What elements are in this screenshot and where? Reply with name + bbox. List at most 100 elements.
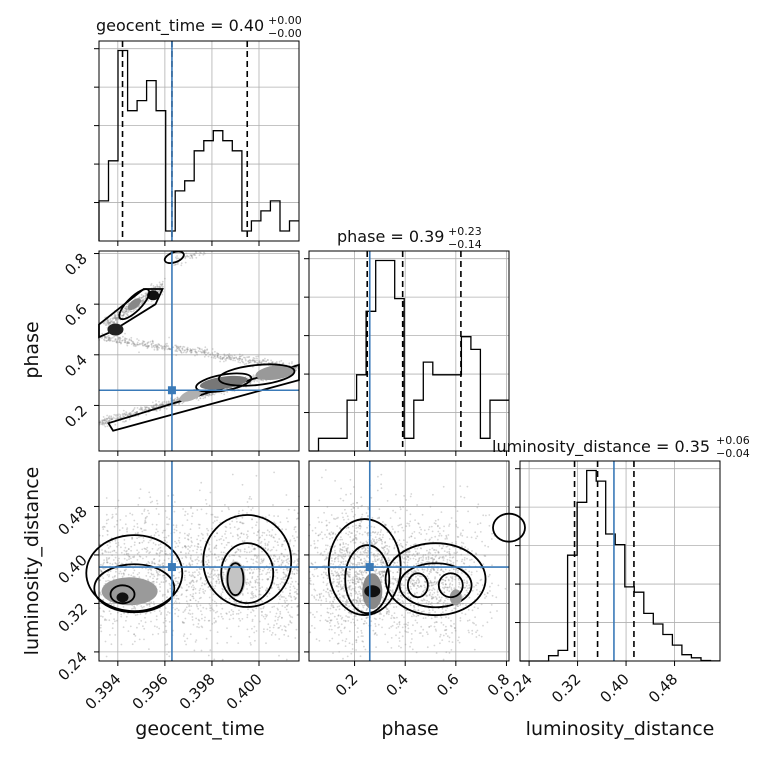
scatter-point xyxy=(398,544,400,546)
scatter-point xyxy=(176,399,179,401)
scatter-point xyxy=(200,649,203,652)
scatter-point xyxy=(168,347,171,350)
scatter-point xyxy=(403,553,405,556)
scatter-point xyxy=(360,632,363,634)
scatter-point xyxy=(116,311,119,314)
scatter-point xyxy=(159,549,162,552)
scatter-point xyxy=(294,637,297,639)
scatter-point xyxy=(379,531,382,533)
scatter-point xyxy=(226,357,228,359)
scatter-point xyxy=(205,561,207,563)
scatter-point xyxy=(186,513,189,515)
scatter-point xyxy=(337,516,339,519)
scatter-point xyxy=(177,582,180,585)
scatter-point xyxy=(133,342,135,345)
scatter-point xyxy=(329,589,331,592)
scatter-point xyxy=(104,422,107,425)
scatter-point xyxy=(133,541,136,544)
scatter-point xyxy=(108,420,111,422)
scatter-point xyxy=(331,537,334,539)
scatter-point xyxy=(217,615,220,618)
scatter-point xyxy=(261,586,264,588)
scatter-point xyxy=(261,600,264,603)
scatter-point xyxy=(233,526,236,528)
scatter-point xyxy=(188,550,191,552)
scatter-point xyxy=(340,561,343,564)
hist-frame-luminosity-distance xyxy=(519,460,721,662)
scatter-point xyxy=(290,622,293,624)
scatter-point xyxy=(221,591,224,593)
scatter-point xyxy=(365,617,368,620)
scatter-point xyxy=(230,545,233,548)
scatter-point xyxy=(158,343,161,346)
scatter-point xyxy=(382,574,385,576)
scatter-point xyxy=(241,516,244,519)
scatter-point xyxy=(175,558,178,561)
scatter-point xyxy=(218,582,221,585)
truth-marker xyxy=(167,386,176,395)
scatter-point xyxy=(222,539,225,542)
scatter-point xyxy=(186,255,189,258)
scatter-point xyxy=(273,515,275,517)
scatter-point xyxy=(379,538,382,541)
scatter-point xyxy=(130,336,133,339)
scatter-point xyxy=(186,348,189,350)
scatter-point xyxy=(325,584,328,587)
scatter-point xyxy=(362,571,365,574)
scatter-point xyxy=(279,521,282,524)
scatter-point xyxy=(111,550,114,553)
scatter-point xyxy=(380,580,383,582)
scatter-point xyxy=(115,338,117,341)
scatter-point xyxy=(328,593,330,596)
scatter-point xyxy=(333,558,336,561)
scatter-point xyxy=(129,557,132,560)
scatter-point xyxy=(153,562,156,564)
scatter-point xyxy=(158,344,161,346)
scatter-point xyxy=(200,577,202,580)
scatter-point xyxy=(237,512,240,515)
scatter-point xyxy=(363,570,366,572)
scatter-point xyxy=(166,553,169,556)
scatter-point xyxy=(103,338,105,341)
scatter-point xyxy=(248,497,251,500)
scatter-point xyxy=(291,616,294,619)
scatter-point xyxy=(390,647,393,649)
scatter-point xyxy=(325,536,328,538)
scatter-point xyxy=(148,552,151,555)
scatter-point xyxy=(249,571,252,574)
scatter-point xyxy=(262,359,264,361)
scatter-point xyxy=(290,577,293,579)
scatter-point xyxy=(147,561,150,563)
scatter-point xyxy=(238,357,241,360)
scatter-point xyxy=(102,610,105,612)
scatter-point xyxy=(258,361,261,364)
scatter-point xyxy=(167,495,170,497)
scatter-point xyxy=(326,607,329,610)
scatter-point xyxy=(161,403,164,406)
scatter-point xyxy=(251,526,254,529)
scatter-point xyxy=(263,532,266,534)
scatter-point xyxy=(290,606,293,609)
scatter-point xyxy=(340,618,343,620)
scatter-point xyxy=(163,407,166,409)
scatter-point xyxy=(257,539,259,542)
scatter-point xyxy=(347,526,350,529)
scatter-point xyxy=(152,285,155,287)
scatter-point xyxy=(210,570,213,573)
scatter-point xyxy=(108,336,110,339)
scatter-point xyxy=(357,507,359,509)
scatter-point xyxy=(275,583,278,586)
hist-frame-phase xyxy=(308,250,510,452)
scatter-point xyxy=(109,634,111,636)
scatter-point xyxy=(186,350,189,353)
scatter-point xyxy=(388,627,391,630)
scatter-point xyxy=(238,527,240,530)
scatter-point xyxy=(266,628,269,631)
scatter-point xyxy=(280,359,283,362)
scatter-point xyxy=(124,523,127,526)
scatter-point xyxy=(365,512,368,514)
scatter-point xyxy=(284,601,287,604)
scatter-point xyxy=(120,572,123,575)
scatter-point xyxy=(380,529,382,531)
scatter-point xyxy=(166,342,168,345)
